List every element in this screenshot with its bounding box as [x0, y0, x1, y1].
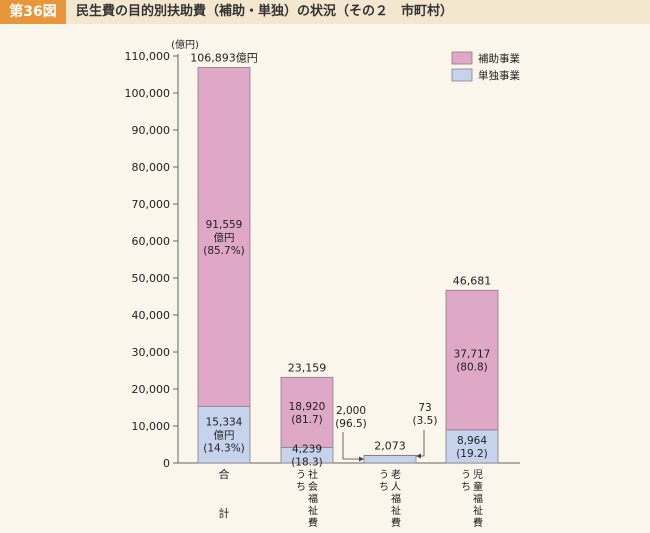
y-tick-label: 90,000	[132, 124, 171, 137]
x-category-char: 費	[473, 516, 483, 529]
callout-arrowhead	[416, 453, 421, 459]
x-category-label: 合	[219, 467, 230, 481]
bar-segment-tandoku	[363, 455, 417, 464]
bar-segment-hojo	[280, 376, 334, 448]
y-tick-label: 100,000	[125, 87, 171, 100]
legend-swatch	[451, 68, 473, 82]
segment-label: 億円	[214, 231, 235, 244]
y-tick-label: 40,000	[132, 309, 171, 322]
x-category-char: 福	[473, 492, 483, 505]
callout-leader-line	[416, 430, 425, 457]
x-category-char: ち	[379, 481, 389, 493]
x-category-char: う	[461, 469, 471, 481]
bar-total-label: 23,159	[288, 361, 327, 374]
bar-total-label: 46,681	[453, 274, 492, 287]
callout-label: 2,000	[336, 405, 366, 417]
segment-label: 4,239	[292, 444, 322, 456]
x-category-char: 児	[473, 469, 483, 481]
callout-label: (96.5)	[335, 418, 367, 430]
bar-segment-hojo	[197, 67, 251, 407]
figure-title: 民生費の目的別扶助費（補助・単独）の状況（その２ 市町村）	[76, 4, 454, 19]
segment-label: 億円	[214, 429, 235, 442]
y-tick-label: 20,000	[132, 383, 171, 396]
callout-arrowhead	[359, 456, 364, 462]
x-category-char: 祉	[391, 505, 401, 517]
callout-leader-line	[342, 432, 364, 460]
x-category-char: 福	[308, 492, 318, 505]
y-tick-label: 30,000	[132, 346, 171, 359]
y-tick-label: 50,000	[132, 272, 171, 285]
segment-label: (85.7%)	[203, 245, 245, 257]
y-tick-label: 80,000	[132, 161, 171, 174]
y-tick-label: 10,000	[132, 420, 171, 433]
bar-segment-tandoku	[445, 429, 499, 464]
y-axis-unit: (億円)	[171, 38, 199, 51]
x-category-char: 童	[473, 480, 483, 493]
x-category-char: 老	[391, 468, 401, 481]
callout-label: 73	[418, 402, 431, 414]
segment-label: (81.7)	[291, 414, 323, 426]
segment-label: 8,964	[457, 435, 487, 447]
x-category-label: 計	[219, 506, 230, 520]
segment-label: (80.8)	[456, 362, 488, 374]
legend-swatch	[451, 51, 473, 65]
y-tick-label: 60,000	[132, 235, 171, 248]
bar-total-label: 106,893億円	[190, 51, 258, 64]
segment-label: 91,559	[206, 219, 243, 231]
bar-segment-hojo	[445, 289, 499, 431]
x-category-char: 社	[308, 468, 318, 481]
segment-label: (19.2)	[456, 448, 488, 460]
figure-number: 第36図	[0, 0, 66, 24]
segment-label: 15,334	[206, 417, 243, 429]
y-tick-label: 0	[163, 457, 170, 470]
x-category-char: う	[379, 469, 389, 481]
figure-header: 第36図 民生費の目的別扶助費（補助・単独）の状況（その２ 市町村）	[0, 0, 650, 24]
y-tick-label: 110,000	[125, 50, 171, 63]
x-category-char: 祉	[308, 505, 318, 517]
bar-total-label: 2,073	[374, 439, 406, 452]
segment-label: (14.3%)	[203, 443, 245, 455]
y-tick-label: 70,000	[132, 198, 171, 211]
legend-label: 単独事業	[478, 69, 520, 82]
callout-label: (3.5)	[413, 415, 438, 427]
legend-label: 補助事業	[478, 52, 520, 65]
segment-label: 18,920	[289, 401, 326, 413]
segment-label: (18.3)	[291, 457, 323, 469]
x-category-char: 費	[308, 516, 318, 529]
x-category-char: ち	[461, 481, 471, 493]
x-category-char: 会	[308, 480, 318, 493]
x-category-char: 人	[391, 481, 401, 493]
bar-segment-tandoku	[197, 405, 251, 464]
x-category-char: 費	[391, 516, 401, 529]
x-category-char: ち	[296, 481, 306, 493]
segment-label: 37,717	[454, 349, 491, 361]
x-category-char: う	[296, 469, 306, 481]
x-category-char: 福	[391, 492, 401, 505]
x-category-char: 祉	[473, 505, 483, 517]
